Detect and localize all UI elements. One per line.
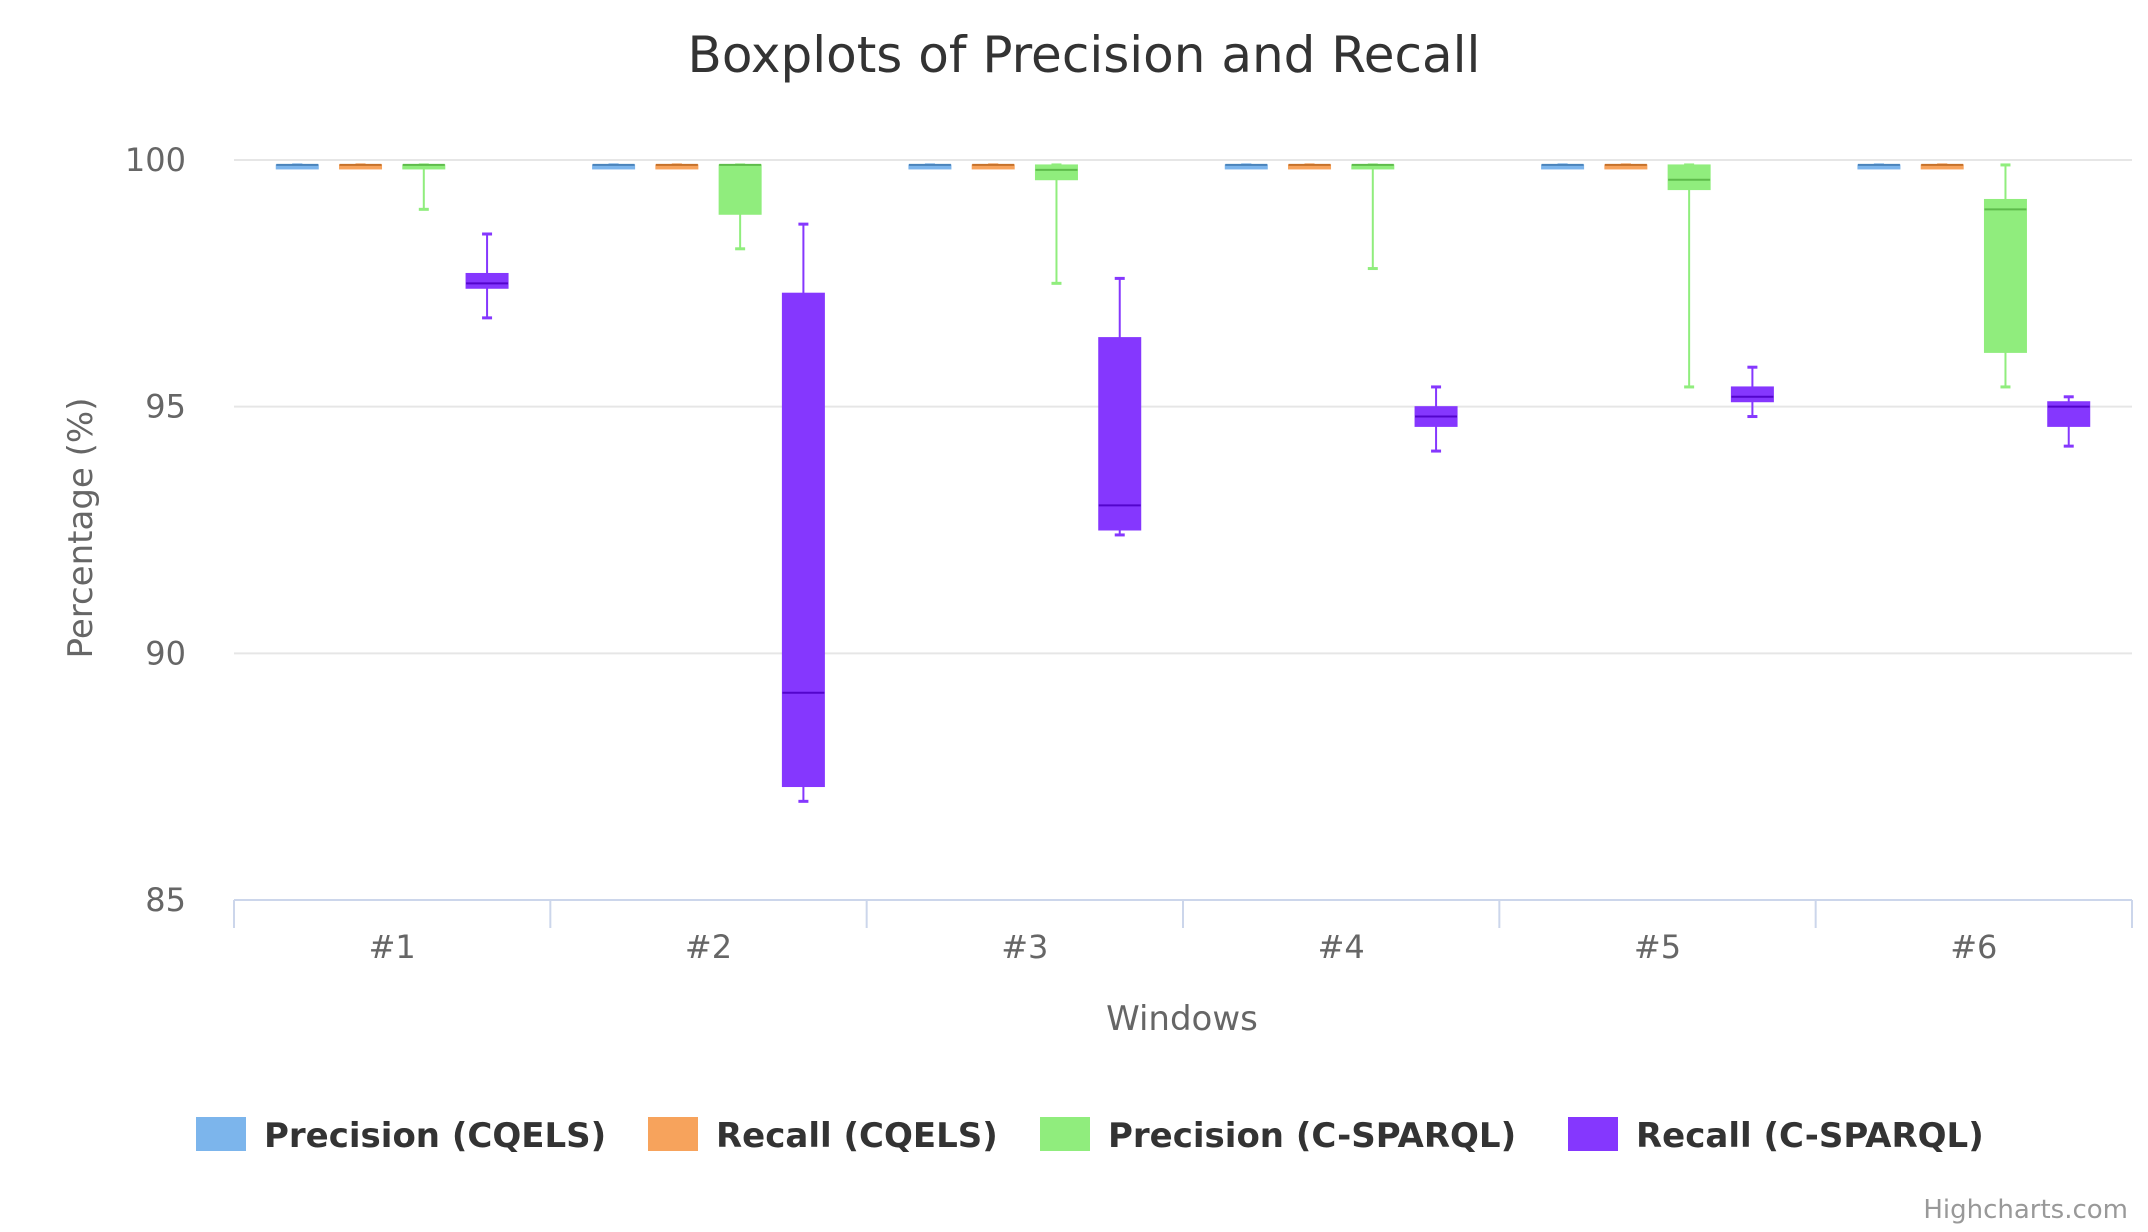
box-2-2 — [655, 163, 699, 170]
series-3 — [402, 163, 2027, 389]
x-tick-label: #4 — [1318, 928, 1365, 966]
chart-title: Boxplots of Precision and Recall — [688, 26, 1481, 84]
credits-link[interactable]: Highcharts.com — [1923, 1195, 2128, 1225]
box-1-4 — [1224, 163, 1268, 170]
legend-label: Precision (CQELS) — [264, 1116, 606, 1156]
box-rect — [718, 164, 762, 215]
box-2-4 — [1288, 163, 1332, 170]
box-rect — [1983, 198, 2027, 353]
series-1 — [275, 163, 1901, 170]
box-3-6 — [1983, 163, 2027, 389]
legend-swatch — [648, 1117, 698, 1151]
box-4-4 — [1414, 385, 1458, 453]
box-3-2 — [718, 163, 762, 251]
y-tick-label: 90 — [145, 634, 186, 672]
gridlines — [234, 159, 2132, 655]
legend-label: Recall (C-SPARQL) — [1636, 1116, 1984, 1156]
y-tick-label: 95 — [145, 388, 186, 426]
x-tick-label: #3 — [1001, 928, 1048, 966]
legend-swatch — [1568, 1117, 1618, 1151]
box-4-2 — [781, 222, 825, 803]
y-axis-title: Percentage (%) — [61, 398, 101, 659]
x-axis-title: Windows — [1106, 999, 1258, 1039]
x-axis: 85 90 95 100 #1 #2 #3 #4 #5 #6 — [125, 141, 2133, 966]
legend-item-4[interactable]: Recall (C-SPARQL) — [1568, 1116, 1984, 1156]
y-tick-label: 100 — [125, 141, 186, 179]
x-tick-label: #6 — [1950, 928, 1997, 966]
legend-item-1[interactable]: Precision (CQELS) — [196, 1116, 606, 1156]
legend-swatch — [196, 1117, 246, 1151]
box-rect — [781, 292, 825, 788]
box-1-2 — [592, 163, 636, 170]
box-rect — [1034, 164, 1078, 181]
box-3-5 — [1667, 163, 1711, 389]
box-rect — [2047, 401, 2091, 427]
series-4 — [465, 222, 2091, 803]
box-2-3 — [971, 163, 1015, 170]
legend-item-2[interactable]: Recall (CQELS) — [648, 1116, 998, 1156]
legend-label: Recall (CQELS) — [716, 1116, 998, 1156]
x-tick-label: #2 — [685, 928, 732, 966]
box-2-1 — [339, 163, 383, 170]
box-rect — [465, 272, 509, 289]
box-4-6 — [2047, 395, 2091, 448]
box-1-3 — [908, 163, 952, 170]
box-1-6 — [1857, 163, 1901, 170]
box-4-3 — [1098, 276, 1142, 537]
box-2-5 — [1604, 163, 1648, 170]
plot-area — [275, 163, 2091, 803]
box-4-5 — [1730, 365, 1774, 419]
box-2-6 — [1920, 163, 1964, 170]
box-3-3 — [1034, 163, 1078, 285]
x-tick-label: #1 — [369, 928, 416, 966]
legend-item-3[interactable]: Precision (C-SPARQL) — [1040, 1116, 1516, 1156]
box-1-1 — [275, 163, 319, 170]
box-3-1 — [402, 163, 446, 211]
box-3-4 — [1351, 163, 1395, 271]
box-rect — [1730, 386, 1774, 403]
series-2 — [339, 163, 1964, 170]
x-tick-label: #5 — [1634, 928, 1681, 966]
legend: Precision (CQELS) Recall (CQELS) Precision… — [196, 1116, 1984, 1156]
box-rect — [1667, 164, 1711, 191]
legend-swatch — [1040, 1117, 1090, 1151]
box-4-1 — [465, 232, 509, 320]
box-1-5 — [1541, 163, 1585, 170]
legend-label: Precision (C-SPARQL) — [1108, 1116, 1516, 1156]
box-rect — [1098, 337, 1142, 531]
y-tick-label: 85 — [145, 881, 186, 919]
